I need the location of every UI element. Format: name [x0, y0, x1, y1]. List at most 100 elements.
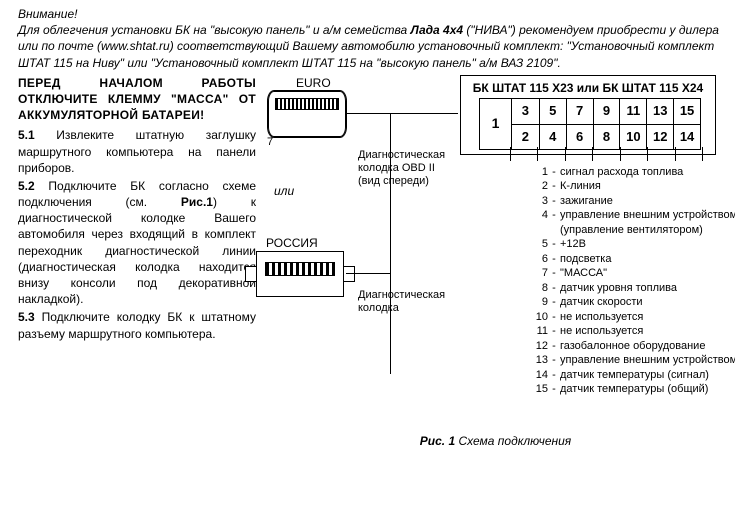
- pin-desc-dash: -: [548, 165, 560, 180]
- bk-pin: 4: [539, 124, 566, 149]
- pin-desc-num: 9: [526, 295, 548, 310]
- pin-desc-text: датчик уровня топлива: [560, 281, 677, 296]
- pin-desc-text: зажигание: [560, 194, 613, 209]
- pre-start-warning: ПЕРЕД НАЧАЛОМ РАБОТЫ ОТКЛЮЧИТЕ КЛЕММУ "М…: [18, 75, 256, 124]
- bk-pin: 7: [566, 99, 593, 124]
- pin-desc-row: 9-датчик скорости: [526, 295, 735, 310]
- bk-pin-1: 1: [480, 99, 512, 149]
- pin-description-list: 1-сигнал расхода топлива2-К-линия3-зажиг…: [526, 165, 735, 397]
- pin-desc-text: подсветка: [560, 252, 611, 267]
- left-column: ПЕРЕД НАЧАЛОМ РАБОТЫ ОТКЛЮЧИТЕ КЛЕММУ "М…: [18, 75, 266, 455]
- page: Внимание! Для облегчения установки БК на…: [0, 0, 735, 512]
- pin-desc-dash: -: [548, 281, 560, 296]
- wire: [346, 113, 458, 114]
- bk-pin: 13: [646, 99, 673, 124]
- pin-desc-text: управление внешним устройством 1: [560, 208, 735, 223]
- pin-desc-text: К-линия: [560, 179, 601, 194]
- pin-desc-text: (управление вентилятором): [560, 223, 703, 238]
- pin-desc-dash: -: [548, 353, 560, 368]
- pin-desc-num: 7: [526, 266, 548, 281]
- ru-ear-left: [245, 266, 257, 282]
- wire: [346, 273, 391, 374]
- pin-desc-text: +12В: [560, 237, 586, 252]
- pin-desc-row: 4-управление внешним устройством 1: [526, 208, 735, 223]
- warning-line: Внимание!: [18, 6, 725, 22]
- pin-desc-row: 12-газобалонное оборудование: [526, 339, 735, 354]
- bk-pin: 12: [646, 124, 673, 149]
- bk-pin: 2: [512, 124, 539, 149]
- pin-desc-dash: -: [548, 179, 560, 194]
- pin-desc-row: 6-подсветка: [526, 252, 735, 267]
- step-5-2: 5.2 Подключите БК согласно схеме подключ…: [18, 178, 256, 308]
- or-label: или: [274, 183, 294, 199]
- intro-text: Для облегчения установки БК на "высокую …: [18, 22, 725, 71]
- intro-bold: Лада 4х4: [411, 23, 464, 37]
- columns: ПЕРЕД НАЧАЛОМ РАБОТЫ ОТКЛЮЧИТЕ КЛЕММУ "М…: [18, 75, 725, 455]
- pin-desc-text: датчик температуры (сигнал): [560, 368, 709, 383]
- label-euro: EURO: [296, 75, 331, 91]
- pin-desc-num: 10: [526, 310, 548, 325]
- pin-desc-num: [526, 223, 548, 238]
- pin-desc-num: 1: [526, 165, 548, 180]
- step-num-5-2: 5.2: [18, 179, 35, 193]
- pin-desc-text: управление внешним устройством 2: [560, 353, 735, 368]
- bk-title: БК ШТАТ 115 Х23 или БК ШТАТ 115 Х24: [461, 80, 715, 96]
- pin-desc-num: 2: [526, 179, 548, 194]
- connector-euro: [268, 91, 346, 137]
- pin-desc-text: не используется: [560, 324, 643, 339]
- intro-prefix: Для облегчения установки БК на "высокую …: [18, 23, 411, 37]
- pin-desc-row: 1-сигнал расхода топлива: [526, 165, 735, 180]
- pin-desc-text: сигнал расхода топлива: [560, 165, 683, 180]
- pin-desc-num: 8: [526, 281, 548, 296]
- label-russia: РОССИЯ: [266, 235, 318, 251]
- step-num-5-3: 5.3: [18, 310, 35, 324]
- fig-ref: Рис.1: [181, 195, 213, 209]
- pin-desc-dash: [548, 223, 560, 238]
- bk-pin: 15: [673, 99, 700, 124]
- right-column: EURO Диагностическая колодка OBD II (вид…: [266, 75, 725, 455]
- pin-desc-text: "МАССА": [560, 266, 607, 281]
- step-5-1: 5.1 Извлеките штатную заглушку маршрутно…: [18, 127, 256, 176]
- bk-pin: 5: [539, 99, 566, 124]
- pin-desc-row: 7-"МАССА": [526, 266, 735, 281]
- diag-block-obd-label: Диагностическая колодка OBD II (вид спер…: [358, 149, 445, 189]
- pin-desc-row: 10-не используется: [526, 310, 735, 325]
- pin-desc-text: датчик температуры (общий): [560, 382, 708, 397]
- bk-pin: 8: [593, 124, 620, 149]
- pin-desc-dash: -: [548, 194, 560, 209]
- pin-desc-dash: -: [548, 339, 560, 354]
- pin-desc-num: 11: [526, 324, 548, 339]
- pin-desc-num: 14: [526, 368, 548, 383]
- pin-desc-dash: -: [548, 310, 560, 325]
- bk-pin-grid: 1 3 5 7 9 11 13 15 2 4 6 8 10: [479, 98, 701, 150]
- pin-desc-row: 3-зажигание: [526, 194, 735, 209]
- pin-desc-num: 13: [526, 353, 548, 368]
- step-text-5-1: Извлеките штатную заглушку маршрутного к…: [18, 128, 256, 174]
- pin-desc-text: не используется: [560, 310, 643, 325]
- pin-desc-num: 6: [526, 252, 548, 267]
- pin-desc-text: газобалонное оборудование: [560, 339, 705, 354]
- step-text-5-3: Подключите колодку БК к штатному разъему…: [18, 310, 256, 340]
- pin-desc-num: 4: [526, 208, 548, 223]
- pin-desc-dash: -: [548, 252, 560, 267]
- step-num-5-1: 5.1: [18, 128, 35, 142]
- figure-number: Рис. 1: [420, 434, 455, 448]
- pin-desc-dash: -: [548, 208, 560, 223]
- step-5-3: 5.3 Подключите колодку БК к штатному раз…: [18, 309, 256, 341]
- pin-desc-dash: -: [548, 382, 560, 397]
- pin-desc-dash: -: [548, 295, 560, 310]
- figure-caption: Рис. 1 Схема подключения: [266, 433, 725, 449]
- pin-ticks: [510, 147, 706, 165]
- pin-desc-row: 8-датчик уровня топлива: [526, 281, 735, 296]
- connector-russia: [256, 251, 344, 297]
- pin-desc-num: 5: [526, 237, 548, 252]
- pin-desc-row: 2-К-линия: [526, 179, 735, 194]
- pin-desc-row: 14-датчик температуры (сигнал): [526, 368, 735, 383]
- step-text-5-2b: ) к диагностической колодке Вашего автом…: [18, 195, 256, 306]
- figure-caption-text: Схема подключения: [455, 434, 571, 448]
- pin-desc-num: 12: [526, 339, 548, 354]
- bk-pin: 9: [593, 99, 620, 124]
- pin-desc-num: 3: [526, 194, 548, 209]
- pin-desc-row: 15-датчик температуры (общий): [526, 382, 735, 397]
- pin-desc-row: (управление вентилятором): [526, 223, 735, 238]
